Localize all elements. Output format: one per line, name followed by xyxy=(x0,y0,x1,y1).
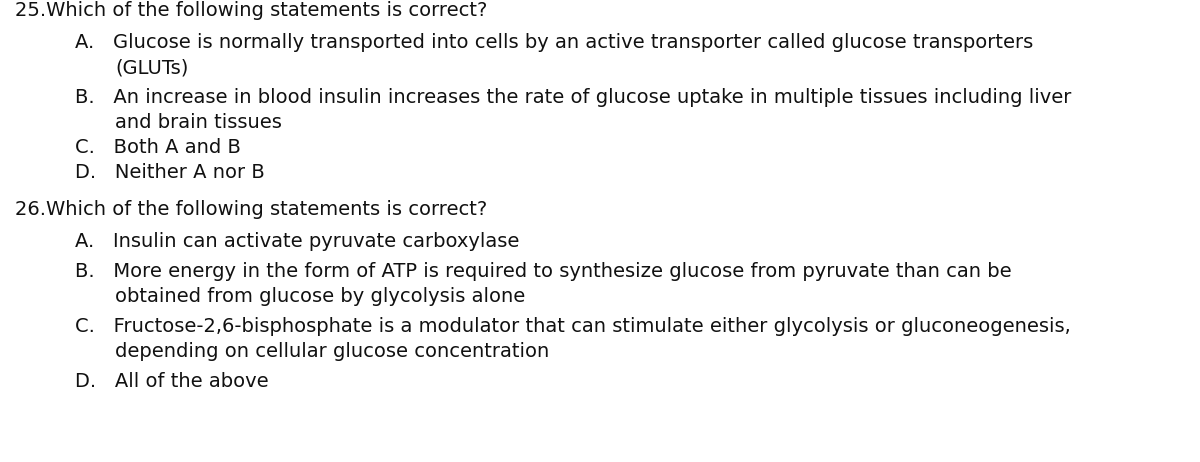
Text: D.   Neither A nor B: D. Neither A nor B xyxy=(74,163,265,182)
Text: D.   All of the above: D. All of the above xyxy=(74,372,269,391)
Text: C.   Both A and B: C. Both A and B xyxy=(74,138,241,157)
Text: obtained from glucose by glycolysis alone: obtained from glucose by glycolysis alon… xyxy=(115,287,526,306)
Text: (GLUTs): (GLUTs) xyxy=(115,58,188,77)
Text: 25.Which of the following statements is correct?: 25.Which of the following statements is … xyxy=(14,1,487,20)
Text: A.   Glucose is normally transported into cells by an active transporter called : A. Glucose is normally transported into … xyxy=(74,33,1033,52)
Text: B.   More energy in the form of ATP is required to synthesize glucose from pyruv: B. More energy in the form of ATP is req… xyxy=(74,262,1012,281)
Text: 26.Which of the following statements is correct?: 26.Which of the following statements is … xyxy=(14,200,487,219)
Text: depending on cellular glucose concentration: depending on cellular glucose concentrat… xyxy=(115,342,550,361)
Text: C.   Fructose-2,6-bisphosphate is a modulator that can stimulate either glycolys: C. Fructose-2,6-bisphosphate is a modula… xyxy=(74,317,1070,336)
Text: B.   An increase in blood insulin increases the rate of glucose uptake in multip: B. An increase in blood insulin increase… xyxy=(74,88,1072,107)
Text: A.   Insulin can activate pyruvate carboxylase: A. Insulin can activate pyruvate carboxy… xyxy=(74,232,520,251)
Text: and brain tissues: and brain tissues xyxy=(115,113,282,132)
